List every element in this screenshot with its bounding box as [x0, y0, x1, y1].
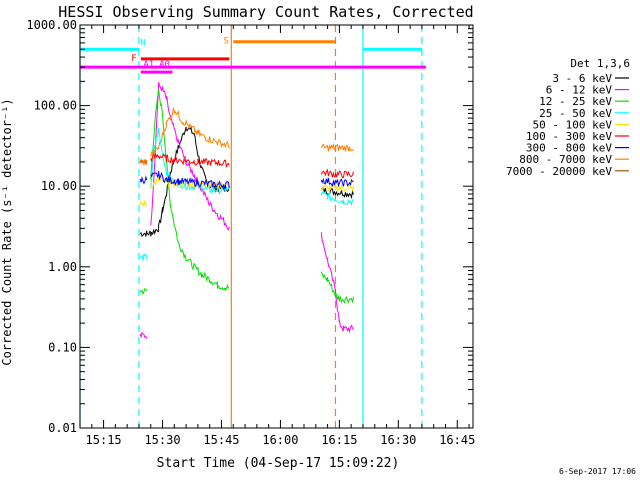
x-tick-label-1: 15:30	[144, 433, 180, 447]
legend-label-1: 6 - 12 keV	[546, 84, 613, 97]
series-line-6	[139, 170, 354, 190]
legend-label-0: 3 - 6 keV	[552, 72, 612, 85]
flag-label-3: S	[224, 37, 229, 47]
plot-timestamp: 6-Sep-2017 17:06	[559, 467, 636, 476]
x-axis-label: Start Time (04-Sep-17 15:09:22)	[157, 456, 400, 471]
y-axis-label: Corrected Count Rate (s⁻¹ detector⁻¹)	[0, 98, 14, 365]
x-tick-label-4: 16:15	[321, 433, 357, 447]
y-tick-label-3: 10.00	[41, 179, 77, 193]
x-tick-label-6: 16:45	[439, 433, 475, 447]
attenuator-label-5: A1	[143, 60, 154, 70]
flag-label-2: F	[131, 54, 136, 64]
series-line-7	[139, 106, 354, 165]
y-tick-label-1: 0.10	[48, 340, 77, 354]
x-tick-label-3: 16:00	[262, 433, 298, 447]
flag-label-0: N	[140, 38, 145, 48]
attenuator-label-6: A0	[159, 60, 170, 70]
x-tick-label-0: 15:15	[86, 433, 122, 447]
legend-title: Det 1,3,6	[570, 57, 630, 70]
y-tick-label-0: 0.01	[48, 421, 77, 435]
plot-frame	[79, 24, 474, 429]
x-tick-label-5: 16:30	[380, 433, 416, 447]
series-line-2	[139, 88, 354, 304]
legend-label-6: 300 - 800 keV	[526, 142, 612, 155]
legend-label-8: 7000 - 20000 keV	[506, 165, 612, 178]
y-tick-label-2: 1.00	[48, 260, 77, 274]
chart-title: HESSI Observing Summary Count Rates, Cor…	[58, 3, 473, 21]
series-line-1	[139, 81, 354, 339]
legend-label-7: 800 - 7000 keV	[519, 153, 612, 166]
legend-label-5: 100 - 300 keV	[526, 130, 612, 143]
y-tick-label-4: 100.00	[34, 99, 77, 113]
x-tick-label-2: 15:45	[203, 433, 239, 447]
legend-label-2: 12 - 25 keV	[539, 95, 612, 108]
legend-label-4: 50 - 100 keV	[533, 118, 613, 131]
legend-label-3: 25 - 50 keV	[539, 107, 612, 120]
y-tick-label-5: 1000.00	[26, 18, 77, 32]
